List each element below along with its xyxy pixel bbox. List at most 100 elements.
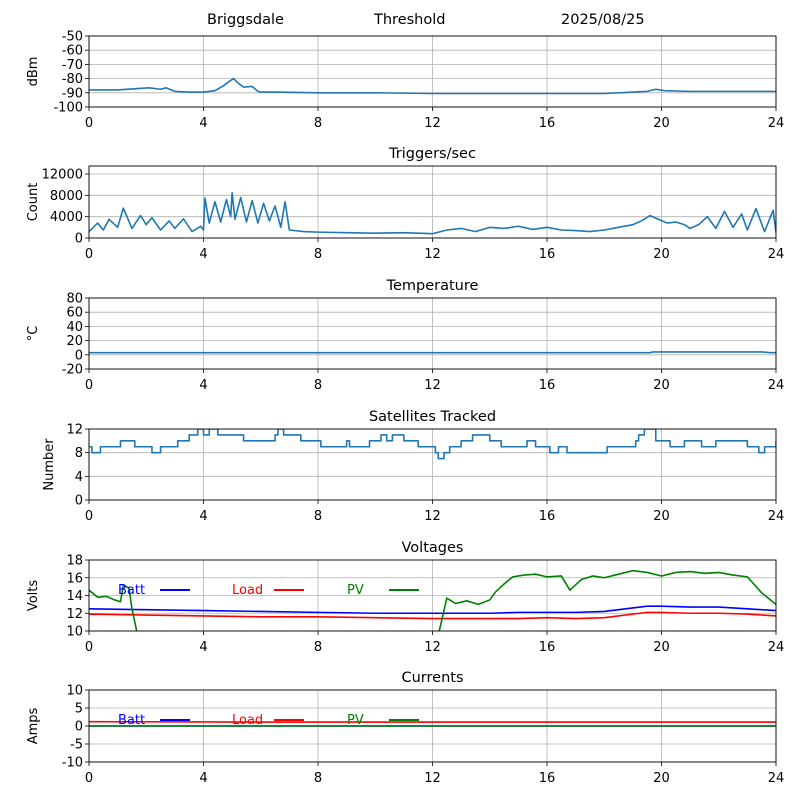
y-tick-label: -10 [62, 756, 83, 771]
plot-frame [88, 689, 777, 763]
header-date: 2025/08/25 [561, 12, 645, 28]
panel-title: Currents [401, 670, 463, 686]
x-tick-label: 20 [653, 247, 670, 262]
x-tick-label: 20 [653, 378, 670, 393]
legend-label-batt: Batt [118, 713, 145, 728]
y-tick-label: 10 [66, 625, 83, 640]
y-tick-label: -80 [62, 72, 83, 87]
x-tick-label: 12 [424, 509, 441, 524]
x-tick-label: 4 [199, 247, 207, 262]
x-tick-label: 12 [424, 771, 441, 786]
y-tick-label: -100 [53, 101, 83, 116]
y-tick-label: -20 [62, 363, 83, 378]
x-tick-label: 12 [424, 247, 441, 262]
plot-frame [88, 165, 777, 239]
y-axis-label: Number [42, 438, 57, 491]
y-tick-label: -5 [70, 738, 83, 753]
y-tick-label: 40 [66, 320, 83, 335]
y-tick-label: 16 [66, 571, 83, 586]
chart-panel-6: 0 4 8 12 16 20 24 10 5 0 -5 -10 Currents Amps Batt Load… [26, 670, 784, 786]
legend-label-load: Load [232, 583, 263, 598]
x-tick-label: 20 [653, 509, 670, 524]
x-tick-label: 24 [768, 116, 785, 131]
y-tick-label: 0 [75, 494, 83, 509]
y-tick-label: -60 [62, 44, 83, 59]
x-tick-label: 12 [424, 116, 441, 131]
series-line-1 [89, 429, 776, 460]
legend-label-pv: PV [347, 583, 364, 598]
x-tick-label: 8 [314, 378, 322, 393]
x-tick-label: 8 [314, 116, 322, 131]
y-tick-label: 4 [75, 470, 83, 485]
x-tick-label: 24 [768, 509, 785, 524]
y-tick-label: -90 [62, 86, 83, 101]
x-tick-label: 24 [768, 247, 785, 262]
chart-panel-4: 0 4 8 12 16 20 24 12 8 4 0 Satellites Tracked Number [42, 409, 784, 524]
y-tick-label: 14 [66, 589, 83, 604]
y-tick-label: -70 [62, 58, 83, 73]
x-tick-label: 0 [85, 509, 93, 524]
x-tick-label: 24 [768, 378, 785, 393]
y-tick-label: 20 [66, 334, 83, 349]
x-tick-label: 0 [85, 247, 93, 262]
y-tick-label: 60 [66, 306, 83, 321]
header-station: Briggsdale [207, 12, 284, 28]
plot-frame [88, 297, 777, 370]
y-axis-label: Count [26, 183, 41, 222]
y-tick-label: 12 [66, 607, 83, 622]
y-tick-label: 0 [75, 232, 83, 247]
header-mode: Threshold [374, 12, 446, 28]
x-tick-label: 0 [85, 640, 93, 655]
legend-label-load: Load [232, 713, 263, 728]
y-axis-label: dBm [26, 57, 41, 87]
x-tick-label: 20 [653, 640, 670, 655]
x-tick-label: 24 [768, 771, 785, 786]
x-tick-label: 8 [314, 509, 322, 524]
y-tick-label: 8000 [50, 189, 83, 204]
series-line-pv [89, 569, 776, 631]
x-tick-label: 16 [539, 640, 556, 655]
x-tick-label: 20 [653, 116, 670, 131]
y-tick-label: 12 [66, 423, 83, 438]
y-axis-label: Amps [26, 707, 41, 744]
y-tick-label: 18 [66, 554, 83, 569]
y-tick-label: -50 [62, 30, 83, 45]
chart-panel-2: 0 4 8 12 16 20 24 0 4000 8000 12000 Triggers/sec Cou… [26, 146, 784, 262]
y-tick-label: 80 [66, 292, 83, 307]
plot-frame [88, 35, 777, 108]
x-tick-label: 16 [539, 116, 556, 131]
x-tick-label: 20 [653, 771, 670, 786]
series-line-load [89, 611, 776, 620]
plot-frame [88, 559, 777, 632]
x-tick-label: 0 [85, 116, 93, 131]
x-tick-label: 8 [314, 247, 322, 262]
series-line-1 [89, 351, 776, 354]
x-tick-label: 16 [539, 771, 556, 786]
series-line-1 [89, 191, 776, 235]
x-tick-label: 4 [199, 771, 207, 786]
legend-label-pv: PV [347, 713, 364, 728]
x-tick-label: 4 [199, 640, 207, 655]
x-tick-label: 16 [539, 378, 556, 393]
x-tick-label: 16 [539, 509, 556, 524]
y-tick-label: 5 [75, 702, 83, 717]
panel-title: Temperature [386, 278, 479, 294]
chart-panel-1: 0 4 8 12 16 20 24 -50-60-70-80-90-100 dBm [26, 30, 784, 132]
x-tick-label: 8 [314, 640, 322, 655]
y-tick-label: 8 [75, 446, 83, 461]
series-line-batt [89, 605, 776, 615]
y-tick-label: 10 [66, 684, 83, 699]
panel-title: Voltages [402, 540, 464, 556]
x-tick-label: 16 [539, 247, 556, 262]
legend-label-batt: Batt [118, 583, 145, 598]
y-tick-label: 4000 [50, 210, 83, 225]
x-tick-label: 4 [199, 116, 207, 131]
y-tick-label: 0 [75, 348, 83, 363]
chart-panel-5: 0 4 8 12 16 20 24 18 16 14 12 10 Voltages Volts Batt Lo… [26, 540, 784, 655]
y-axis-label: °C [26, 326, 41, 342]
x-tick-label: 8 [314, 771, 322, 786]
panel-title: Triggers/sec [388, 146, 476, 162]
x-tick-label: 24 [768, 640, 785, 655]
